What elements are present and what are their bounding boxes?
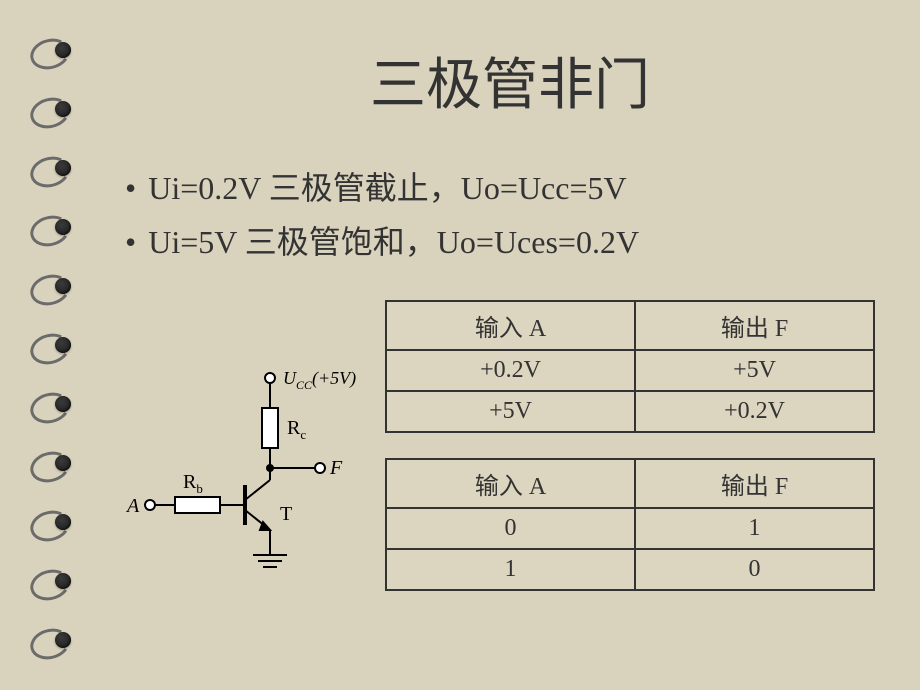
svg-text:A: A xyxy=(125,495,140,517)
table-header: 输出 F xyxy=(635,301,874,350)
table-header-row: 输入 A 输出 F xyxy=(386,301,874,350)
lower-section: UCC(+5V) Rc F xyxy=(115,300,905,616)
table-header: 输出 F xyxy=(635,459,874,508)
table-cell: +5V xyxy=(635,350,874,391)
table-cell: 0 xyxy=(635,549,874,590)
table-row: 1 0 xyxy=(386,549,874,590)
table-cell: 0 xyxy=(386,508,635,549)
binding-hole xyxy=(0,31,100,69)
logic-table: 输入 A 输出 F 0 1 1 0 xyxy=(385,458,875,591)
transistor-circuit-svg: UCC(+5V) Rc F xyxy=(115,360,375,600)
bullet-item: Ui=0.2V 三极管截止，Uo=Ucc=5V xyxy=(120,161,905,215)
binding-hole xyxy=(0,149,100,187)
table-row: +5V +0.2V xyxy=(386,391,874,432)
bullet-list: Ui=0.2V 三极管截止，Uo=Ucc=5V Ui=5V 三极管饱和，Uo=U… xyxy=(120,161,905,270)
slide-title: 三极管非门 xyxy=(115,40,905,121)
circuit-diagram: UCC(+5V) Rc F xyxy=(115,300,385,616)
svg-text:F: F xyxy=(329,457,343,479)
table-cell: 1 xyxy=(386,549,635,590)
tables-section: 输入 A 输出 F +0.2V +5V +5V +0.2V 输入 A 输出 F xyxy=(385,300,905,616)
svg-text:Rc: Rc xyxy=(287,417,306,442)
binding-hole xyxy=(0,562,100,600)
svg-text:T: T xyxy=(280,503,292,525)
table-cell: 1 xyxy=(635,508,874,549)
bullet-item: Ui=5V 三极管饱和，Uo=Uces=0.2V xyxy=(120,215,905,269)
table-header: 输入 A xyxy=(386,459,635,508)
binding-hole xyxy=(0,444,100,482)
binding-hole xyxy=(0,90,100,128)
binding-hole xyxy=(0,326,100,364)
table-cell: +5V xyxy=(386,391,635,432)
binding-hole xyxy=(0,267,100,305)
binding-hole xyxy=(0,621,100,659)
voltage-table: 输入 A 输出 F +0.2V +5V +5V +0.2V xyxy=(385,300,875,433)
binding-hole xyxy=(0,503,100,541)
table-header-row: 输入 A 输出 F xyxy=(386,459,874,508)
table-row: 0 1 xyxy=(386,508,874,549)
table-cell: +0.2V xyxy=(386,350,635,391)
svg-text:UCC(+5V): UCC(+5V) xyxy=(283,368,356,392)
binding-hole xyxy=(0,208,100,246)
svg-text:Rb: Rb xyxy=(183,471,203,496)
binding-hole xyxy=(0,385,100,423)
table-cell: +0.2V xyxy=(635,391,874,432)
spiral-binding xyxy=(0,0,100,690)
table-header: 输入 A xyxy=(386,301,635,350)
slide-content: 三极管非门 Ui=0.2V 三极管截止，Uo=Ucc=5V Ui=5V 三极管饱… xyxy=(115,0,905,690)
table-row: +0.2V +5V xyxy=(386,350,874,391)
